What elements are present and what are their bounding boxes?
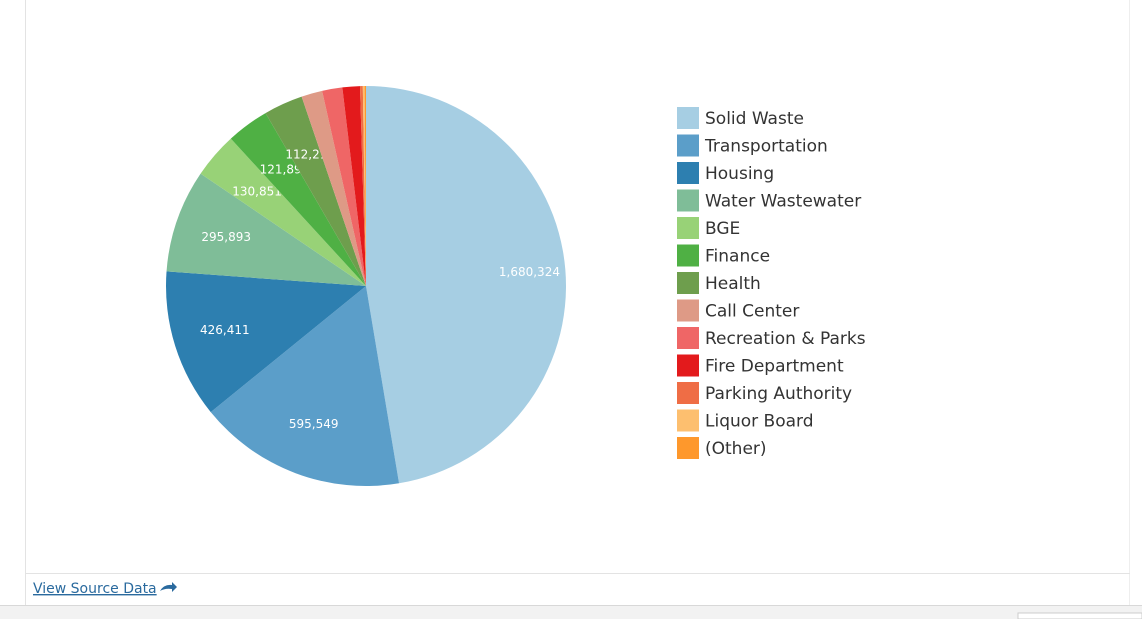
legend-swatch xyxy=(677,162,699,184)
pie-slice xyxy=(265,96,366,286)
legend-label: Health xyxy=(705,274,761,294)
slice-label: 121,89 xyxy=(260,163,302,177)
pie-slice xyxy=(359,86,366,287)
legend-label: Liquor Board xyxy=(705,412,814,432)
legend-label: Finance xyxy=(705,247,770,267)
legend-swatch xyxy=(677,299,699,322)
pie-slice xyxy=(230,113,366,286)
pie-slice xyxy=(366,86,567,484)
legend-swatch xyxy=(677,409,699,432)
pie-slice xyxy=(200,138,366,286)
pie-slice xyxy=(362,86,366,286)
legend-swatch xyxy=(677,327,699,349)
legend-label: Call Center xyxy=(705,302,799,322)
slice-label: 295,893 xyxy=(201,230,251,244)
legend-swatch xyxy=(677,437,699,459)
source-link[interactable]: View Source Data xyxy=(33,581,157,597)
legend-swatch xyxy=(677,272,699,294)
legend-label: Fire Department xyxy=(705,357,844,377)
pie-slice xyxy=(166,173,366,286)
pie-slice xyxy=(166,271,366,413)
legend-swatch xyxy=(677,217,699,239)
pie-slice xyxy=(301,90,366,287)
legend-label: Parking Authority xyxy=(705,384,852,404)
legend-label: Solid Waste xyxy=(705,109,804,129)
scroll-box xyxy=(1017,612,1142,619)
pie-slice xyxy=(322,87,366,286)
legend-swatch xyxy=(677,354,699,377)
legend-swatch xyxy=(677,244,699,267)
legend-swatch xyxy=(677,107,699,129)
pie-slice xyxy=(364,86,366,286)
slice-label: 595,549 xyxy=(289,417,339,431)
legend-label: Water Wastewater xyxy=(705,192,861,212)
legend-label: BGE xyxy=(705,219,740,239)
link-arrow-icon[interactable] xyxy=(160,582,177,592)
slice-label: 426,411 xyxy=(200,323,250,337)
pie-slice xyxy=(342,86,366,286)
legend-label: (Other) xyxy=(705,439,767,459)
legend-label: Transportation xyxy=(704,137,828,157)
legend-label: Housing xyxy=(705,164,774,184)
legend-label: Recreation & Parks xyxy=(705,329,866,349)
bottom-strip xyxy=(0,605,1142,619)
legend-swatch xyxy=(677,189,699,212)
slice-label: 112,21 xyxy=(285,147,327,161)
pie-slice xyxy=(210,286,400,486)
legend-swatch xyxy=(677,134,699,157)
slice-label: 130,851 xyxy=(232,184,282,198)
legend-swatch xyxy=(677,382,699,404)
slice-label: 1,680,324 xyxy=(499,265,560,279)
